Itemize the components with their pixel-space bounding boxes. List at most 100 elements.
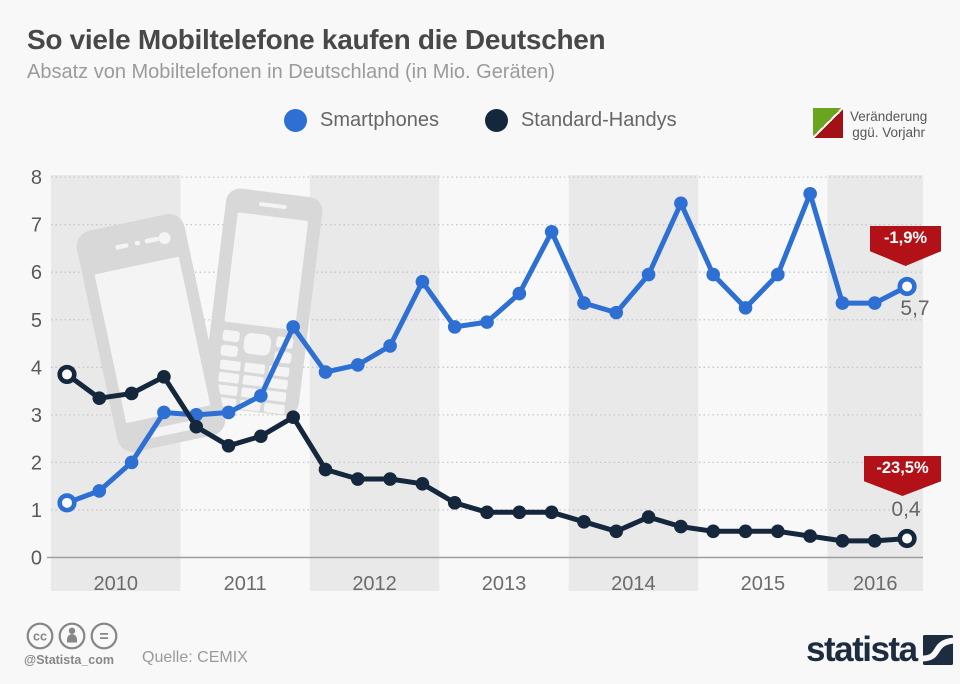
key — [216, 384, 238, 396]
data-point-smartphones — [867, 296, 882, 310]
change-legend-line1: Veränderung — [850, 109, 928, 124]
data-point-standard-handys — [544, 505, 559, 520]
legend-item-smartphones: Smartphones — [284, 109, 439, 132]
legend: Smartphones Standard-Handys — [284, 109, 677, 132]
data-point-smartphones — [318, 365, 333, 379]
key — [242, 375, 264, 387]
legend-label-standard-handys: Standard-Handys — [520, 109, 677, 131]
axis-labels: 0 1 2 3 4 5 6 7 8 2010 2011 2012 2013 2014 2015 2016 — [31, 167, 898, 595]
data-point-smartphones — [92, 484, 107, 498]
x-tick-label-2012: 2012 — [352, 573, 397, 595]
statista-logo: statista — [806, 630, 953, 669]
x-tick-label-2014: 2014 — [611, 573, 656, 595]
data-series — [57, 186, 917, 549]
person-head — [68, 627, 76, 634]
data-point-smartphones — [512, 286, 527, 301]
data-point-standard-handys — [480, 505, 494, 520]
x-tick-label-2011: 2011 — [224, 573, 267, 595]
data-point-standard-handys — [383, 472, 397, 486]
key — [265, 390, 287, 402]
up-down-change-icon — [813, 108, 843, 138]
page-title: So viele Mobiltelefone kaufen die Deutsc… — [27, 24, 606, 55]
data-point-standard-handys — [803, 529, 817, 543]
data-point-smartphones — [350, 358, 365, 372]
data-point-standard-handys — [867, 534, 882, 548]
data-point-smartphones — [544, 224, 559, 239]
data-point-standard-handys — [706, 524, 720, 539]
source-note: Quelle: CEMIX — [142, 649, 248, 666]
statista-logo-text: statista — [806, 630, 918, 669]
data-point-standard-handys — [447, 496, 462, 510]
data-point-open-smartphones — [57, 493, 77, 513]
change-legend-text: Veränderung ggü. Vorjahr — [850, 109, 927, 141]
y-tick-label: 6 — [31, 262, 42, 284]
data-point-smartphones — [447, 320, 462, 334]
key — [266, 378, 288, 390]
y-tick-label: 4 — [31, 357, 42, 379]
data-point-standard-handys — [92, 391, 107, 406]
data-point-standard-handys — [318, 462, 333, 477]
data-point-smartphones — [738, 301, 753, 315]
legend-label-smartphones: Smartphones — [320, 109, 439, 131]
data-point-standard-handys — [771, 524, 785, 539]
feature-phone-icon — [202, 188, 323, 416]
key — [244, 362, 266, 375]
data-point-smartphones — [577, 296, 591, 310]
data-point-standard-handys — [835, 534, 850, 548]
smartphone-icon — [76, 214, 226, 452]
key — [218, 372, 240, 384]
x-tick-label-2016: 2016 — [853, 573, 898, 595]
data-point-standard-handys — [124, 386, 139, 401]
data-point-standard-handys — [738, 524, 753, 539]
y-tick-label: 1 — [31, 500, 42, 522]
y-tick-label: 0 — [31, 548, 42, 570]
key — [263, 402, 285, 415]
data-point-standard-handys — [674, 519, 688, 534]
cc-license-icons: cc = — [26, 622, 118, 650]
data-point-standard-handys — [254, 429, 268, 444]
data-point-smartphones — [641, 267, 656, 282]
y-tick-label: 3 — [31, 405, 42, 427]
x-tick-label-2015: 2015 — [741, 573, 786, 595]
data-point-open-smartphones — [897, 276, 917, 297]
y-tick-label: 5 — [31, 310, 42, 332]
last-value-label-standard-handys: 0,4 — [891, 498, 921, 521]
data-point-smartphones — [674, 196, 688, 211]
data-point-standard-handys — [286, 410, 300, 425]
statista-handle: @Statista_com — [24, 653, 114, 667]
phones-watermark — [76, 188, 323, 452]
data-point-smartphones — [706, 267, 720, 282]
change-legend-line2: ggü. Vorjahr — [852, 125, 926, 140]
equals-glyph: = — [99, 629, 108, 646]
data-point-open-standard-handys — [57, 364, 77, 385]
data-point-smartphones — [221, 405, 236, 420]
data-point-standard-handys — [157, 370, 171, 384]
standard-handys-dot-icon — [484, 109, 508, 132]
x-tick-label-2010: 2010 — [93, 573, 138, 595]
cc-glyph: cc — [33, 630, 47, 644]
x-tick-label-2013: 2013 — [482, 573, 527, 595]
data-point-standard-handys — [350, 472, 365, 486]
data-point-smartphones — [803, 186, 817, 201]
data-point-standard-handys — [189, 419, 204, 434]
data-point-smartphones — [124, 455, 139, 470]
data-point-smartphones — [771, 267, 785, 282]
data-point-smartphones — [415, 274, 430, 289]
data-point-open-standard-handys — [897, 528, 917, 549]
page-subtitle: Absatz von Mobiltelefonen in Deutschland… — [27, 61, 556, 83]
change-vs-prev-year-legend: Veränderung ggü. Vorjahr — [813, 108, 927, 141]
data-point-smartphones — [480, 315, 494, 329]
person-body — [67, 634, 77, 643]
data-point-standard-handys — [415, 476, 430, 491]
data-point-standard-handys — [609, 524, 624, 539]
data-point-smartphones — [254, 389, 268, 403]
y-tick-label: 7 — [31, 215, 42, 237]
statista-logo-icon — [922, 635, 953, 665]
year-band-2012 — [309, 175, 440, 591]
attribution-person-icon — [58, 622, 86, 650]
legend-item-standard-handys: Standard-Handys — [484, 109, 677, 132]
last-value-label-smartphones: 5,7 — [900, 297, 930, 320]
cc-icon — [26, 622, 54, 650]
data-point-standard-handys — [641, 510, 656, 524]
